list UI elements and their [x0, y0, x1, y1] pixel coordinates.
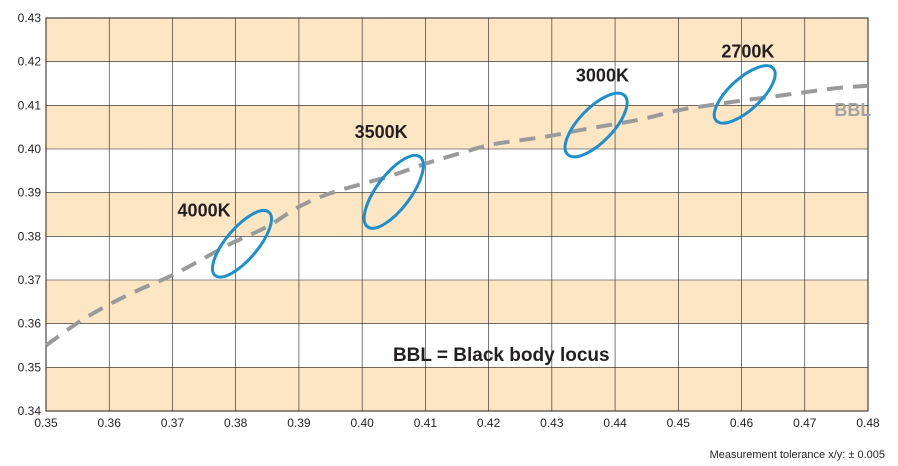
y-tick-label: 0.35	[18, 360, 42, 374]
background-band	[46, 105, 868, 149]
background-band	[46, 18, 868, 62]
cct-label: 4000K	[178, 201, 231, 221]
y-tick-label: 0.42	[18, 55, 42, 69]
y-tick-label: 0.41	[18, 98, 42, 112]
x-tick-label: 0.37	[161, 416, 185, 430]
x-tick-label: 0.38	[224, 416, 248, 430]
x-tick-label: 0.48	[856, 416, 880, 430]
tolerance-ellipse	[712, 64, 777, 125]
bbl-curve	[44, 83, 869, 348]
bbl-definition-note: BBL = Black body locus	[393, 345, 610, 366]
background-bands	[46, 18, 868, 411]
x-tick-label: 0.39	[287, 416, 311, 430]
tolerance-ellipse	[211, 208, 273, 279]
cct-label: 2700K	[721, 41, 774, 61]
tolerance-ellipse	[362, 153, 425, 230]
y-tick-label: 0.34	[18, 404, 42, 418]
background-band	[46, 367, 868, 411]
plot-frame	[45, 17, 869, 412]
y-tick-label: 0.36	[18, 317, 42, 331]
background-band	[46, 149, 868, 193]
background-band	[46, 236, 868, 280]
x-tick-label: 0.45	[667, 416, 691, 430]
x-tick-label: 0.40	[350, 416, 374, 430]
x-tick-label: 0.35	[34, 416, 58, 430]
x-axis-ticks: 0.35 0.36 0.37 0.38 0.39 0.40 0.41 0.42 0.43 0.44…	[34, 416, 880, 430]
y-axis-ticks: 0.34 0.35 0.36 0.37 0.38 0.39 0.40 0.41 0.42 0.43	[18, 11, 42, 418]
x-tick-label: 0.47	[793, 416, 817, 430]
cct-labels: 4000K 3500K 3000K 2700K	[178, 41, 775, 220]
x-tick-label: 0.42	[477, 416, 501, 430]
tolerance-ellipse	[563, 91, 629, 159]
x-tick-label: 0.44	[603, 416, 627, 430]
y-tick-label: 0.43	[18, 11, 42, 25]
y-tick-label: 0.38	[18, 229, 42, 243]
bbl-curve-layer	[44, 83, 869, 348]
x-tick-label: 0.36	[98, 416, 122, 430]
x-tick-label: 0.43	[540, 416, 564, 430]
y-tick-label: 0.39	[18, 186, 42, 200]
background-band	[46, 61, 868, 106]
tolerance-ellipses	[211, 64, 777, 279]
background-band	[46, 323, 868, 368]
cct-label: 3500K	[355, 122, 408, 142]
cct-label: 3000K	[576, 65, 629, 85]
y-tick-label: 0.37	[18, 273, 42, 287]
y-tick-label: 0.40	[18, 142, 42, 156]
x-tick-label: 0.41	[414, 416, 438, 430]
background-band	[46, 192, 868, 237]
bbl-curve-label: BBL	[834, 100, 871, 120]
measurement-tolerance-note: Measurement tolerance x/y: ± 0.005	[710, 449, 885, 461]
background-band	[46, 280, 868, 324]
x-tick-label: 0.46	[730, 416, 754, 430]
